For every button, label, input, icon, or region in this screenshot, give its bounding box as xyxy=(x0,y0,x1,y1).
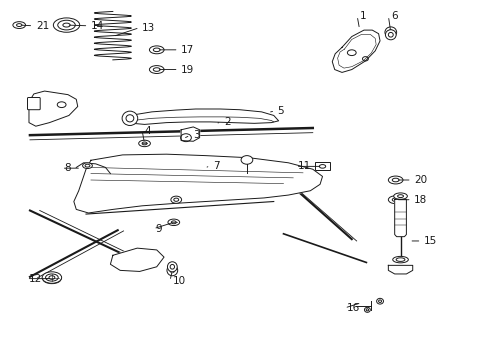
Ellipse shape xyxy=(167,262,177,272)
Polygon shape xyxy=(387,265,412,274)
Ellipse shape xyxy=(385,30,395,40)
Text: 9: 9 xyxy=(156,224,162,234)
Ellipse shape xyxy=(393,193,407,199)
Text: 10: 10 xyxy=(172,276,185,286)
Polygon shape xyxy=(181,127,199,141)
Polygon shape xyxy=(74,154,322,213)
Text: 16: 16 xyxy=(346,303,359,313)
Ellipse shape xyxy=(376,298,383,304)
Text: 7: 7 xyxy=(212,161,219,171)
Polygon shape xyxy=(394,199,406,237)
Ellipse shape xyxy=(122,111,138,126)
Polygon shape xyxy=(125,109,278,125)
Ellipse shape xyxy=(82,163,92,168)
Bar xyxy=(315,162,329,170)
Ellipse shape xyxy=(42,272,61,283)
Polygon shape xyxy=(331,30,379,72)
Text: 4: 4 xyxy=(144,126,151,135)
Ellipse shape xyxy=(241,156,252,164)
Text: 8: 8 xyxy=(64,163,71,173)
Text: 15: 15 xyxy=(423,236,436,246)
Ellipse shape xyxy=(392,256,407,263)
Text: 6: 6 xyxy=(390,11,397,21)
Polygon shape xyxy=(29,91,78,126)
Text: 21: 21 xyxy=(36,21,49,31)
Text: 12: 12 xyxy=(29,274,42,284)
Text: 18: 18 xyxy=(413,195,427,205)
Ellipse shape xyxy=(170,196,181,203)
Text: 14: 14 xyxy=(91,21,104,31)
Ellipse shape xyxy=(364,307,369,312)
Polygon shape xyxy=(110,248,163,271)
FancyBboxPatch shape xyxy=(27,98,40,110)
Text: 13: 13 xyxy=(142,23,155,33)
Text: 20: 20 xyxy=(413,175,427,185)
Text: 5: 5 xyxy=(277,106,284,116)
Text: 19: 19 xyxy=(181,64,194,75)
Text: 17: 17 xyxy=(181,45,194,55)
Text: 11: 11 xyxy=(298,161,311,171)
Text: 2: 2 xyxy=(224,117,230,127)
Bar xyxy=(315,163,329,170)
Ellipse shape xyxy=(180,134,191,141)
Text: 3: 3 xyxy=(192,130,199,140)
Text: 1: 1 xyxy=(359,11,366,21)
